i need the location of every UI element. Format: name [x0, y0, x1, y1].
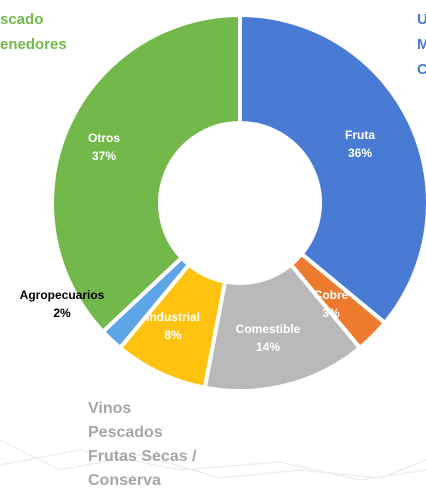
segment-value-label: 2%: [53, 306, 71, 320]
segment-label: Industrial: [146, 310, 200, 324]
segment-value-label: 8%: [164, 328, 182, 342]
segment-label: Fruta: [345, 128, 375, 142]
annotation: U: [417, 11, 426, 28]
annotation: Vinos: [88, 400, 131, 417]
annotation: C: [417, 61, 426, 78]
segment-label: Agropecuarios: [20, 288, 105, 302]
annotation: Pescados: [88, 424, 163, 441]
segment-label: Otros: [88, 131, 120, 145]
donut-segment: [238, 12, 426, 326]
segment-value-label: 36%: [348, 146, 372, 160]
annotation: M: [417, 36, 426, 53]
annotation: scado: [0, 11, 43, 28]
donut-segment: [50, 12, 242, 335]
annotation: Conserva: [88, 472, 161, 489]
donut-segment: [202, 261, 363, 393]
segment-label: Cobre: [314, 288, 349, 302]
segment-value-label: 14%: [256, 340, 280, 354]
segment-value-label: 3%: [322, 306, 340, 320]
background-decoration: [0, 439, 426, 481]
annotation: Frutas Secas /: [88, 448, 197, 465]
segment-value-label: 37%: [92, 149, 116, 163]
annotation: enedores: [0, 36, 67, 53]
segment-label: Comestible: [236, 322, 301, 336]
